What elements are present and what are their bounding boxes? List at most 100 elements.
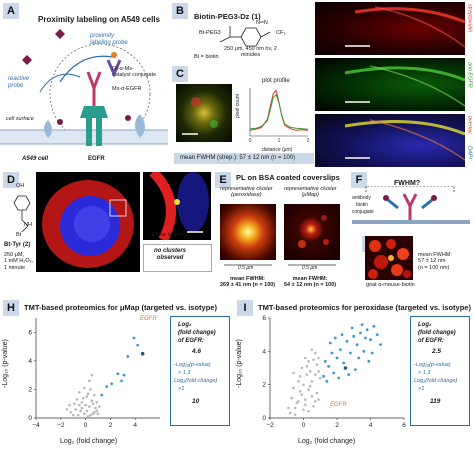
ms-egfr-antibody: [86, 71, 102, 93]
volcano-i-blue-point-4: [338, 348, 342, 352]
volcano-h-grey-point-17: [84, 403, 87, 407]
volcano-h-xtick-1: −2: [57, 422, 65, 429]
panel-f-letter: F: [351, 172, 367, 188]
volcano-h-grey-point-9: [76, 413, 80, 417]
volcano-i-grey-point-31: [315, 363, 319, 366]
volcano-h-blue-point-6: [136, 343, 140, 347]
volcano-i-blue-point-23: [375, 333, 379, 337]
volcano-i-grey-point-11: [305, 365, 309, 368]
volcano-i-grey-point-18: [290, 396, 294, 400]
egfr-receptor: [86, 106, 92, 146]
info-i-l1: Log₂: [418, 322, 432, 328]
biotin-label: biotin: [356, 202, 368, 208]
volcano-h-grey-point-12: [89, 388, 92, 391]
volcano-h-grey-point-1: [74, 408, 77, 411]
volcano-h-grey-point-11: [86, 392, 90, 396]
volcano-i-grey-point-14: [315, 391, 319, 395]
panel-c-letter: C: [172, 66, 188, 82]
info-i-c3: Log₂(fold change): [414, 378, 458, 384]
volcano-i-xtick-4: 6: [402, 422, 406, 429]
volcano-h-grey-point-25: [85, 395, 89, 398]
volcano-h-ytick-0: 0: [28, 415, 32, 422]
volcano-i-grey-point-26: [305, 373, 309, 376]
volcano-i-blue-point-28: [379, 343, 382, 347]
plot-profile-chart: 0 1 2: [249, 88, 310, 144]
info-h-c3: Log₂(fold change): [174, 378, 218, 384]
bt-definition: Bt = biotin: [194, 54, 219, 60]
bt-tyr-name: Bt-Tyr (2): [4, 242, 31, 248]
oh-label: OH: [16, 183, 25, 189]
compound-1-name: Biotin-PEG3-Dz (1): [194, 12, 261, 21]
volcano-i-grey-point-6: [310, 380, 314, 383]
volcano-i-grey-point-29: [312, 405, 315, 408]
volcano-h-grey-point-19: [65, 408, 69, 411]
info-i-c1: -Log₁₀(p-value): [414, 362, 451, 368]
volcano-h-xlabel: Log₂ (fold change): [60, 438, 118, 445]
panel-b-letter: B: [172, 3, 188, 19]
cf3-label: CF₃: [276, 30, 286, 36]
volcano-i-blue-point-6: [345, 339, 349, 343]
volcano-i-xtick-0: −2: [266, 422, 274, 429]
info-h-c1: -Log₁₀(p-value): [174, 362, 211, 368]
volcano-h-grey-point-33: [92, 393, 96, 397]
bt-peg3-label: Bt-PEG3: [199, 30, 221, 36]
egfr-image: [315, 58, 465, 111]
info-h-count: 10: [192, 398, 200, 405]
volcano-h-grey-point-16: [79, 409, 82, 413]
scale-label-right: 0.5 μm: [302, 265, 318, 271]
volcano-h-grey-point-13: [91, 402, 95, 406]
bt-tyr-conditions: 250 μM, 1 mM H₂O₂, 1 minute: [4, 252, 34, 271]
volcano-h-xtick-2: 0: [84, 422, 88, 429]
volcano-i-egfr-point: [343, 366, 348, 370]
volcano-i-ytick-1: 2: [262, 382, 266, 389]
volcano-i-ytick-3: 6: [262, 315, 266, 322]
volcano-i-grey-point-9: [292, 386, 295, 390]
volcano-h-grey-point-21: [90, 373, 94, 377]
volcano-h-grey-point-35: [95, 409, 99, 413]
info-i-l3: of EGFR:: [418, 338, 444, 344]
volcano-i-blue-point-7: [349, 351, 352, 355]
volcano-h-ytick-3: 6: [28, 329, 32, 336]
volcano-i-xtick-1: 0: [302, 422, 306, 429]
volcano-i-grey-point-32: [302, 408, 305, 411]
a549-cell-label: A549 cell: [22, 156, 49, 162]
volcano-i-grey-point-4: [303, 403, 307, 406]
volcano-i-blue-point-15: [325, 379, 329, 383]
membrane-protein-right: [135, 114, 145, 138]
profile-xtick-1: 1: [278, 138, 281, 144]
volcano-i-blue-point-0: [322, 374, 325, 378]
volcano-h-ylabel: -Log₁₀ (p-value): [2, 339, 9, 388]
volcano-i-blue-point-2: [332, 371, 336, 375]
profile-ylabel: pixel count: [235, 94, 241, 118]
volcano-i-grey-point-23: [313, 351, 317, 355]
volcano-h-ytick-1: 2: [28, 386, 32, 393]
volcano-h-blue-point-5: [132, 336, 136, 340]
volcano-i-blue-point-3: [335, 356, 339, 360]
volcano-i-xtick-3: 4: [369, 422, 373, 429]
peroxidase-cluster-label: representative cluster (peroxidase): [220, 186, 273, 199]
panel-a-schematic: [0, 29, 168, 146]
volcano-h-grey-point-20: [88, 379, 91, 383]
volcano-i-blue-point-9: [355, 343, 359, 347]
volcano-h-info-box: [170, 316, 230, 426]
probe-arrow: [59, 55, 113, 83]
peroxidase-cell-image: [36, 172, 140, 272]
panel-i-title: TMT-based proteomics for peroxidase (tar…: [258, 303, 471, 312]
goat-biotin-image: [365, 236, 413, 280]
volcano-i-grey-point-37: [313, 373, 317, 376]
info-h-c2: > 1.3: [178, 370, 191, 376]
profile-xlabel: distance (μm): [262, 147, 293, 153]
egfr-annotation-h: EGFR: [140, 316, 157, 322]
gt-conjugate-label: Gt-α-Ms- catalyst conjugate: [112, 66, 157, 79]
volcano-h-grey-point-18: [95, 400, 99, 404]
volcano-i-blue-point-14: [372, 324, 376, 328]
volcano-h-grey-point-26: [80, 406, 84, 410]
membrane-protein-left: [44, 120, 52, 138]
conjugate-label: conjugate: [352, 209, 374, 215]
volcano-h-blue-point-3: [122, 373, 126, 377]
volcano-h-blue-point-7: [105, 385, 109, 388]
volcano-h-grey-point-14: [94, 406, 97, 410]
volcano-h-grey-point-5: [85, 409, 89, 413]
volcano-i-blue-point-8: [352, 334, 356, 338]
volcano-i-grey-point-24: [297, 380, 300, 383]
